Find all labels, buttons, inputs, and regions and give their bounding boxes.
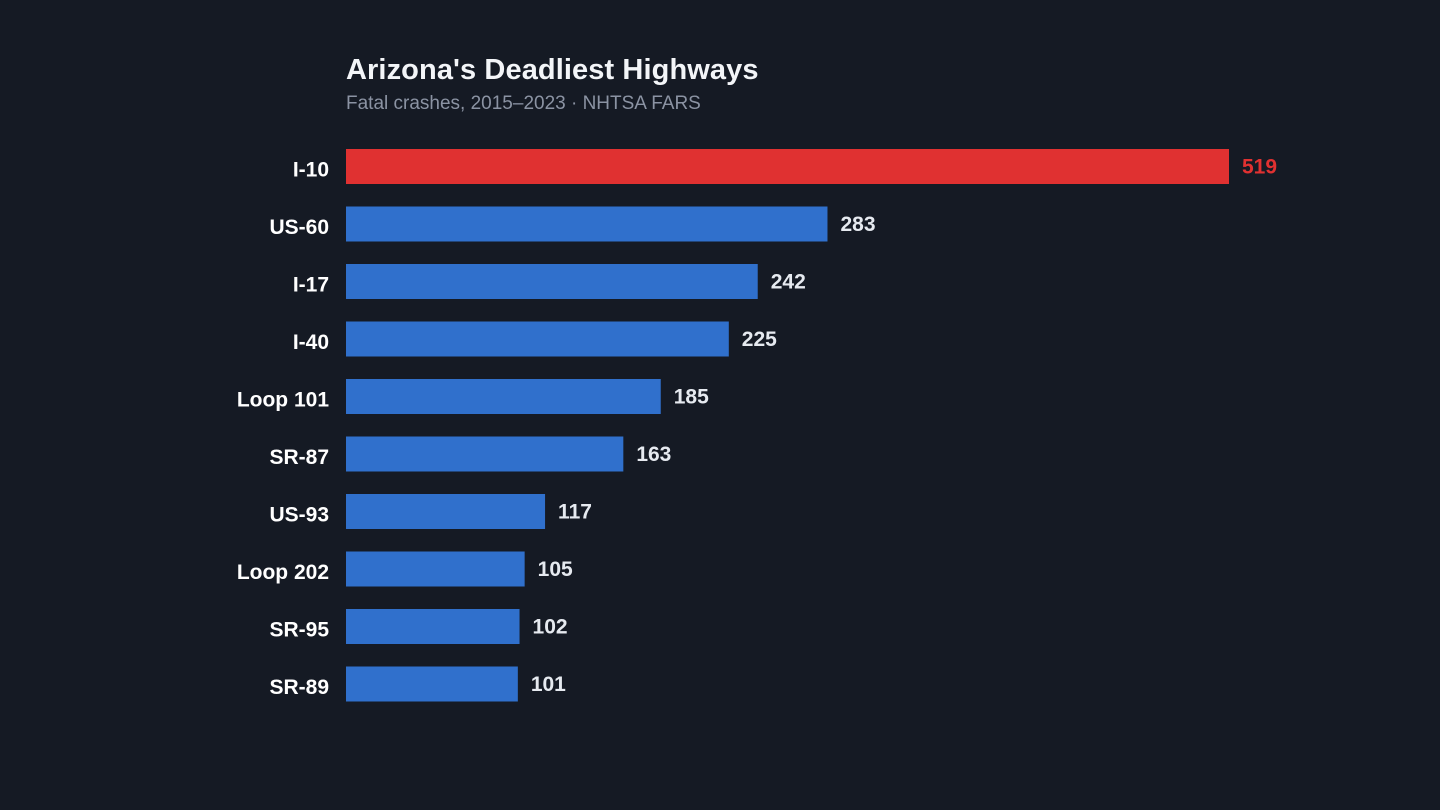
- value-label: 185: [674, 386, 709, 409]
- value-label: 163: [636, 443, 671, 466]
- category-label: I-17: [293, 274, 329, 297]
- bar-i-40: [346, 321, 729, 357]
- bar-sr-89: [346, 666, 518, 702]
- bar-loop-101: [346, 379, 661, 414]
- category-label: SR-89: [269, 676, 329, 699]
- value-label: 105: [538, 558, 573, 581]
- category-label: SR-87: [269, 446, 329, 469]
- value-label: 519: [1242, 156, 1277, 179]
- bar-sr-95: [346, 609, 520, 644]
- bar-i-10: [346, 149, 1229, 184]
- category-label: Loop 202: [237, 561, 329, 584]
- category-label: I-10: [293, 159, 329, 182]
- value-label: 283: [840, 213, 875, 236]
- category-label: US-93: [269, 504, 329, 527]
- bar-us-93: [346, 494, 546, 529]
- value-label: 101: [531, 673, 566, 696]
- value-label: 242: [771, 271, 806, 294]
- bar-loop-202: [346, 551, 525, 587]
- chart-title: Arizona's Deadliest Highways: [346, 54, 759, 86]
- category-label: I-40: [293, 331, 329, 354]
- category-label: SR-95: [269, 619, 329, 642]
- chart-subtitle: Fatal crashes, 2015–2023 · NHTSA FARS: [346, 93, 701, 114]
- value-label: 117: [558, 501, 592, 524]
- value-label: 102: [533, 616, 568, 639]
- bar-i-17: [346, 264, 758, 299]
- bar-us-60: [346, 206, 828, 242]
- value-label: 225: [742, 328, 777, 351]
- bar-sr-87: [346, 436, 624, 472]
- category-label: US-60: [269, 216, 329, 239]
- category-label: Loop 101: [237, 389, 330, 412]
